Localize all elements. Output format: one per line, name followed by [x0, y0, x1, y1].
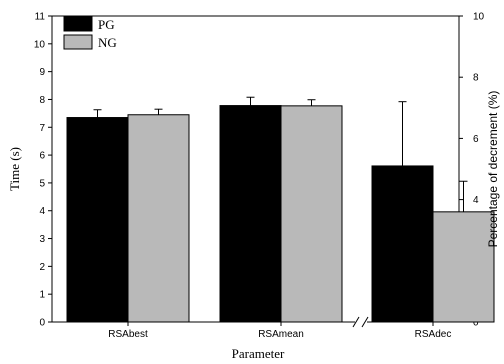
y-tick-label: 11 — [35, 12, 46, 23]
y-tick-label: 6 — [39, 151, 45, 162]
legend: PG NG — [63, 16, 117, 50]
y-tick-label: 3 — [39, 234, 45, 245]
y-tick-label: 5 — [39, 178, 45, 189]
y-right-tick-label: 8 — [473, 73, 479, 84]
y-tick-label: 2 — [39, 262, 45, 273]
y-axis-title: Time (s) — [7, 147, 22, 191]
bar-ng-rsamean — [280, 105, 343, 323]
y-right-tick-label: 0 — [473, 318, 479, 329]
legend-swatch-pg — [63, 16, 93, 32]
legend-swatch-ng — [63, 34, 93, 50]
left-axis-ticks: 0 1 2 3 4 5 6 7 8 9 10 11 — [34, 12, 52, 329]
legend-label-pg: PG — [98, 17, 115, 32]
x-category-labels: RSAbest RSAmean RSAdec — [108, 322, 451, 340]
y-right-tick-label: 6 — [473, 134, 479, 145]
y-tick-label: 9 — [39, 67, 45, 78]
y-tick-label: 7 — [39, 123, 45, 134]
axis-break-mark-1 — [352, 316, 360, 328]
bar-ng-rsadec — [432, 211, 495, 323]
y-tick-label: 1 — [39, 290, 45, 301]
y-axis-right-title: Percentage of decrement (%) — [486, 91, 500, 248]
y-tick-label: 0 — [39, 318, 45, 329]
bar-pg-rsabest — [66, 117, 129, 323]
legend-label-ng: NG — [98, 35, 117, 50]
bar-ng-rsabest — [127, 114, 190, 323]
bar-pg-rsadec — [371, 165, 434, 323]
x-category-label: RSAmean — [258, 329, 304, 340]
y-tick-label: 8 — [39, 95, 45, 106]
axis-break-mark-2 — [361, 316, 369, 328]
y-right-tick-label: 10 — [473, 12, 485, 23]
bar-pg-rsamean — [219, 105, 282, 323]
x-category-label: RSAbest — [108, 329, 148, 340]
x-category-label: RSAdec — [415, 329, 452, 340]
y-tick-label: 10 — [34, 39, 46, 50]
bars-group — [66, 96, 495, 323]
y-right-tick-label: 4 — [473, 195, 479, 206]
x-axis-title: Parameter — [232, 346, 285, 361]
y-tick-label: 4 — [39, 206, 45, 217]
